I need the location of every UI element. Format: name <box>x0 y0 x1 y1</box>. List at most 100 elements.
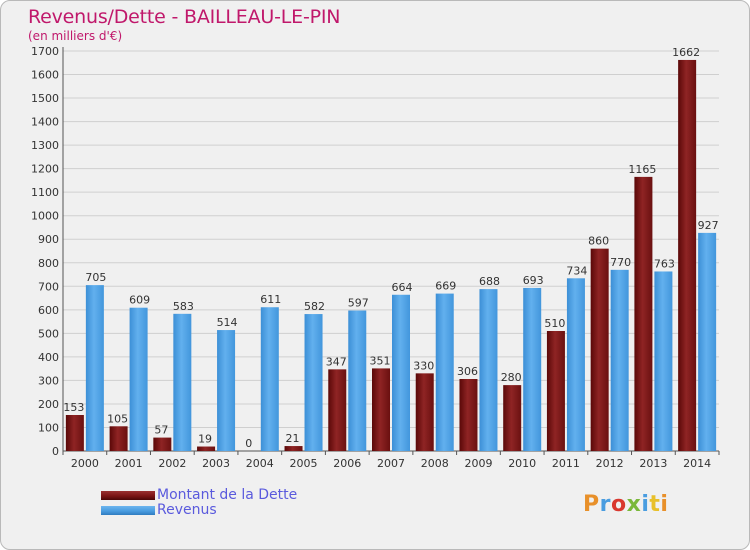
data-label-revenus: 705 <box>85 271 106 284</box>
bar-revenus <box>698 232 717 451</box>
bar-dette <box>65 415 84 451</box>
x-tick-label: 2004 <box>246 457 274 470</box>
data-label-revenus: 770 <box>610 256 631 269</box>
bar-revenus <box>85 285 104 451</box>
data-label-dette: 105 <box>107 412 128 425</box>
bar-revenus <box>610 269 629 451</box>
data-label-dette: 280 <box>501 371 522 384</box>
data-label-revenus: 597 <box>348 297 369 310</box>
y-tick-label: 600 <box>38 304 59 317</box>
legend-swatch-dette <box>101 491 155 500</box>
logo-letter: x <box>626 492 642 517</box>
legend-item-dette: Montant de la Dette <box>101 488 297 503</box>
y-tick-label: 1400 <box>31 116 59 129</box>
legend-item-revenus: Revenus <box>101 503 297 518</box>
y-tick-label: 1700 <box>31 45 59 58</box>
grid-layer <box>63 50 719 452</box>
bar-revenus <box>654 271 673 451</box>
data-label-dette: 860 <box>588 235 609 248</box>
logo-letter: i <box>660 492 669 517</box>
bar-dette <box>415 373 434 451</box>
x-tick-label: 2000 <box>71 457 99 470</box>
y-tick-label: 1500 <box>31 92 59 105</box>
x-tick-label: 2005 <box>290 457 318 470</box>
bar-revenus <box>435 293 454 451</box>
y-tick-label: 900 <box>38 233 59 246</box>
bar-revenus <box>260 307 279 451</box>
legend-label-dette: Montant de la Dette <box>157 487 298 503</box>
proxiti-logo: Proxiti <box>583 492 668 517</box>
y-tick-label: 400 <box>38 351 59 364</box>
legend-swatch-revenus <box>101 506 155 515</box>
x-tick-label: 2013 <box>639 457 667 470</box>
logo-letter: o <box>610 492 627 517</box>
bar-revenus <box>129 307 148 451</box>
bar-dette <box>109 426 128 451</box>
bar-revenus <box>348 310 367 451</box>
y-tick-label: 1600 <box>31 69 59 82</box>
data-label-dette: 1662 <box>672 46 700 59</box>
x-tick-label: 2010 <box>508 457 536 470</box>
logo-letter: t <box>649 492 661 517</box>
x-tick-label: 2002 <box>158 457 186 470</box>
y-tick-label: 1000 <box>31 210 59 223</box>
y-tick-label: 0 <box>52 445 59 458</box>
data-label-dette: 510 <box>544 317 565 330</box>
bar-revenus <box>479 289 498 451</box>
data-label-revenus: 669 <box>435 280 456 293</box>
y-tick-label: 700 <box>38 280 59 293</box>
logo-letter: P <box>583 492 600 517</box>
bar-revenus <box>523 287 542 451</box>
bar-revenus <box>173 313 192 451</box>
bar-dette <box>634 176 653 451</box>
chart-title: Revenus/Dette - BAILLEAU-LE-PIN <box>28 6 341 28</box>
logo-letter: i <box>641 492 650 517</box>
legend: Montant de la Dette Revenus <box>101 488 297 518</box>
data-label-dette: 21 <box>286 432 300 445</box>
bar-dette <box>284 446 303 451</box>
data-label-revenus: 611 <box>260 293 281 306</box>
bar-revenus <box>566 278 585 451</box>
data-label-dette: 153 <box>63 401 84 414</box>
bar-dette <box>153 437 172 451</box>
data-label-dette: 57 <box>154 424 168 437</box>
data-label-dette: 306 <box>457 365 478 378</box>
bar-dette <box>328 369 347 451</box>
data-label-dette: 19 <box>198 433 212 446</box>
axis-layer: 0 100 200 300 400 500 600 700 800 900 1000 1100 1200… <box>31 45 720 470</box>
data-label-revenus: 927 <box>698 219 719 232</box>
data-label-revenus: 688 <box>479 275 500 288</box>
label-layer: 153 705 105 609 57 583 19 514 0 611 21 582 347 597 351… <box>63 46 718 450</box>
bar-dette <box>546 331 565 451</box>
y-tick-label: 500 <box>38 327 59 340</box>
y-tick-label: 800 <box>38 257 59 270</box>
bar-dette <box>503 385 522 451</box>
bar-revenus <box>217 330 236 451</box>
y-tick-label: 200 <box>38 398 59 411</box>
y-tick-label: 1300 <box>31 139 59 152</box>
x-tick-label: 2011 <box>552 457 580 470</box>
x-tick-label: 2008 <box>421 457 449 470</box>
chart-subtitle: (en milliers d'€) <box>28 29 123 43</box>
bar-layer <box>65 59 717 452</box>
x-tick-label: 2006 <box>333 457 361 470</box>
data-label-dette: 330 <box>413 359 434 372</box>
x-tick-label: 2001 <box>115 457 143 470</box>
bar-dette <box>678 59 697 452</box>
data-label-revenus: 734 <box>566 264 587 277</box>
data-label-revenus: 693 <box>523 274 544 287</box>
y-tick-label: 1200 <box>31 163 59 176</box>
data-label-revenus: 583 <box>173 300 194 313</box>
data-label-revenus: 763 <box>654 257 675 270</box>
data-label-dette: 351 <box>370 354 391 367</box>
data-label-revenus: 664 <box>392 281 413 294</box>
bar-revenus <box>392 294 410 451</box>
data-label-dette: 0 <box>245 437 252 450</box>
x-tick-label: 2012 <box>596 457 624 470</box>
legend-label-revenus: Revenus <box>157 502 217 518</box>
bar-revenus <box>304 314 323 451</box>
data-label-revenus: 609 <box>129 294 150 307</box>
x-tick-label: 2003 <box>202 457 230 470</box>
logo-letter: r <box>599 492 611 517</box>
